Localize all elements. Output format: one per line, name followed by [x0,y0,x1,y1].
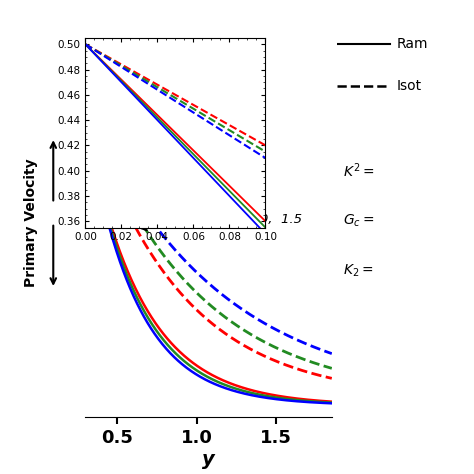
Text: $K^2 =$: $K^2 =$ [343,161,374,180]
Text: $G_c =$: $G_c =$ [343,212,374,229]
Text: $K_2 =$: $K_2 =$ [343,263,374,279]
Text: Ram: Ram [396,37,428,51]
Text: m = 0.5,  1.0,  1.5: m = 0.5, 1.0, 1.5 [141,213,302,230]
X-axis label: y: y [202,450,215,469]
Text: Isot: Isot [396,79,421,93]
Text: Primary Velocity: Primary Velocity [24,158,38,287]
